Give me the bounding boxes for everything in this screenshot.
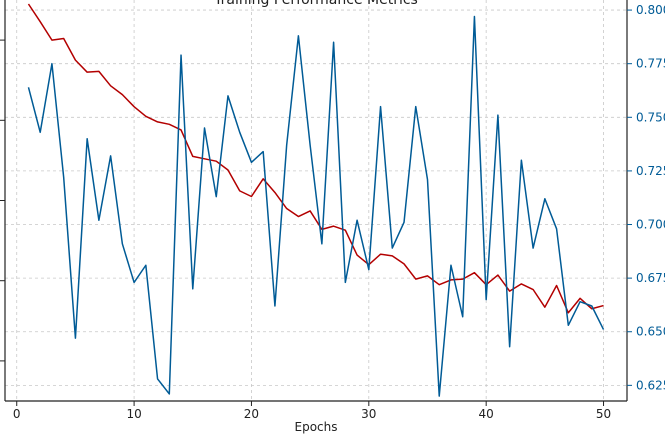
x-tick-label: 50 <box>596 407 611 421</box>
x-tick-label: 40 <box>479 407 494 421</box>
x-tick-label: 10 <box>126 407 141 421</box>
y-right-tick-label: 0.700 <box>636 218 665 232</box>
y-right-tick-label: 0.625 <box>636 378 665 392</box>
y-right-tick-label: 0.775 <box>636 57 665 71</box>
y-right-tick-label: 0.750 <box>636 110 665 124</box>
grid <box>5 0 627 401</box>
chart-title: Training Performance Metrics <box>213 0 418 8</box>
y-right-tick-label: 0.725 <box>636 164 665 178</box>
series-line-2 <box>27 15 605 397</box>
series-layer <box>27 3 605 397</box>
x-tick-label: 0 <box>13 407 21 421</box>
x-ticks: 0 10 20 30 40 50 <box>13 401 611 421</box>
x-tick-label: 30 <box>361 407 376 421</box>
y-left-ticks <box>0 39 5 362</box>
y-right-ticks: 0.625 0.650 0.675 0.700 0.725 0.750 0.775 0.800 <box>627 3 665 392</box>
y-right-tick-label: 0.800 <box>636 3 665 17</box>
series-line-1 <box>27 3 604 314</box>
y-right-tick-label: 0.675 <box>636 271 665 285</box>
y-right-tick-label: 0.650 <box>636 325 665 339</box>
x-tick-label: 20 <box>244 407 259 421</box>
x-axis-title: Epochs <box>295 420 338 434</box>
